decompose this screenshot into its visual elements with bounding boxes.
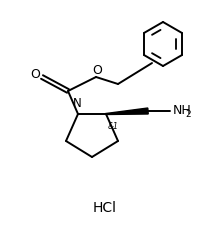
Text: 2: 2 [185, 109, 191, 118]
Text: HCl: HCl [93, 200, 117, 214]
Text: NH: NH [173, 104, 192, 117]
Polygon shape [106, 109, 148, 115]
Text: N: N [73, 97, 81, 109]
Text: &1: &1 [108, 121, 119, 131]
Text: O: O [92, 63, 102, 76]
Text: O: O [30, 68, 40, 81]
